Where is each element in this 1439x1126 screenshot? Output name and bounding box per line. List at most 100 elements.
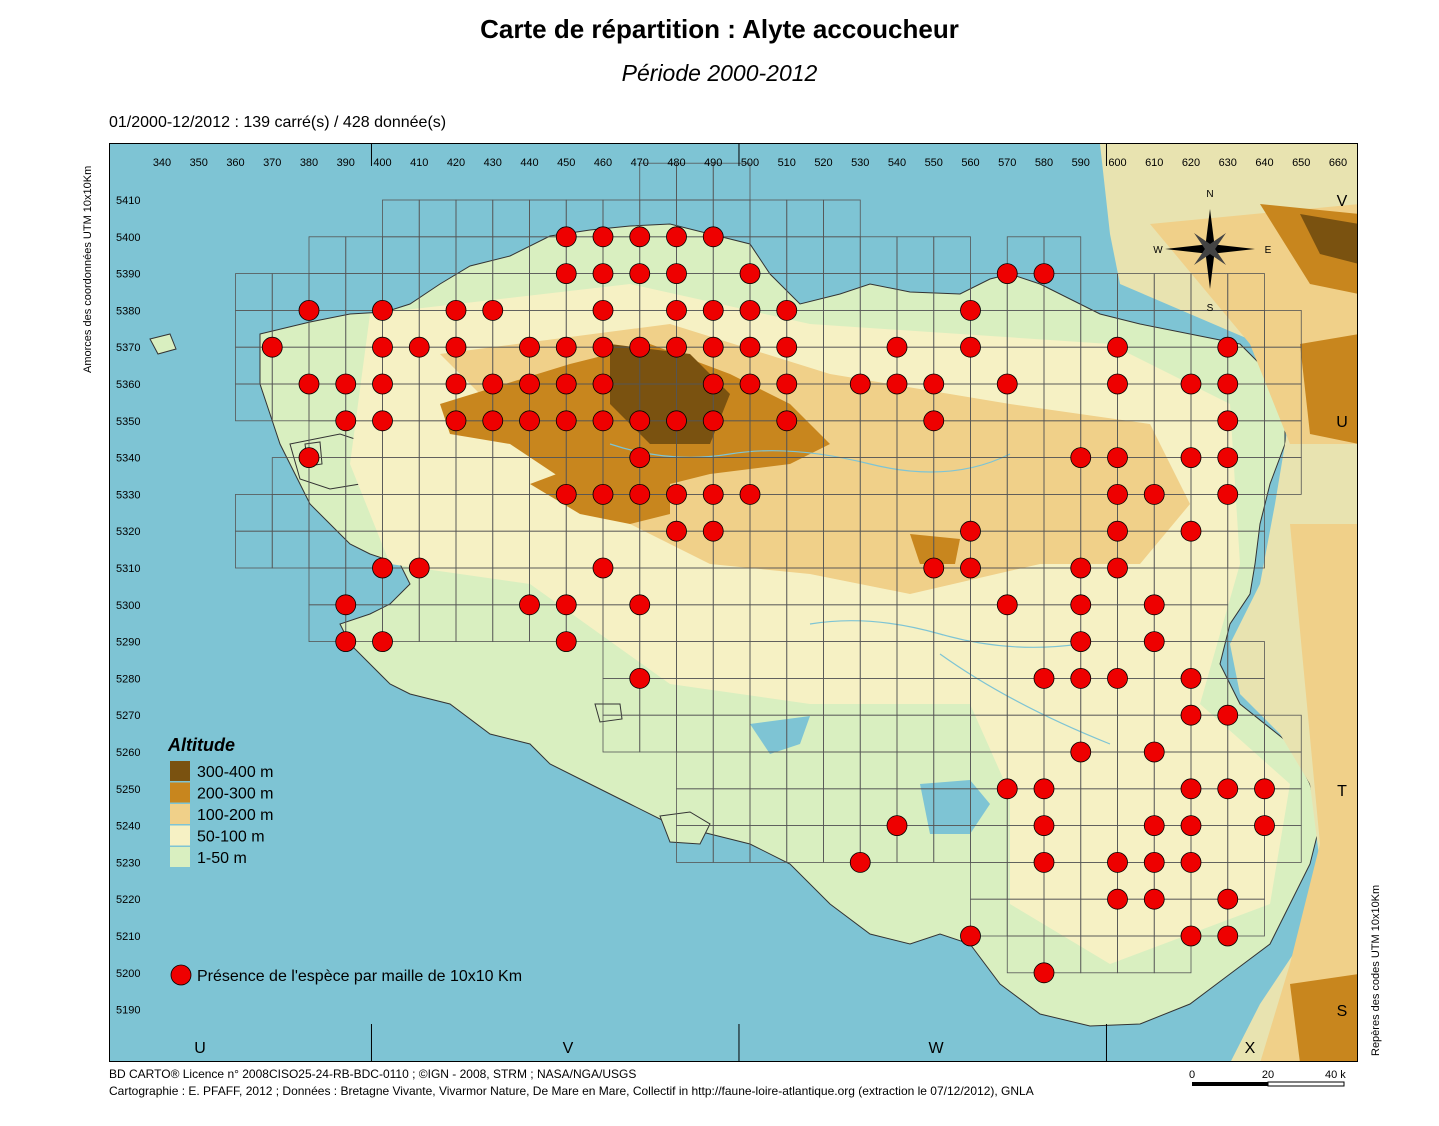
presence-dot [1033,668,1055,689]
x-tick-label: 560 [961,157,979,169]
grid-cell [786,236,824,275]
x-tick-label: 360 [226,157,244,169]
presence-dot [1070,631,1092,653]
compass-w-label: W [1153,245,1163,256]
x-tick-label: 500 [741,157,759,169]
scale-label-20: 20 [1262,1069,1274,1081]
presence-dot [519,594,540,616]
zone-letter-bottom: U [194,1040,206,1057]
grid-cell [271,530,310,569]
presence-dots [261,226,1275,984]
presence-dot [1107,447,1128,469]
presence-dot [555,226,577,248]
scale-segment-white [1267,1081,1345,1087]
presence-dot [555,594,577,616]
presence-dot [592,373,614,395]
zone-letter-bottom: V [563,1040,574,1057]
presence-dot [298,447,320,469]
presence-dot [482,410,504,432]
presence-dot [1033,852,1055,873]
credits-line-2: Cartographie : E. PFAFF, 2012 ; Données … [109,1084,1034,1098]
grid-cell [786,199,824,238]
presence-dot [702,226,724,248]
zone-letter-bottom: X [1245,1040,1256,1057]
y-tick-label: 5250 [116,784,140,796]
presence-dot [1033,263,1055,285]
grid-cell [1080,273,1118,311]
presence-dot [996,594,1018,616]
presence-dot [960,299,981,321]
presence-dot [1217,888,1239,910]
zone-letter-right: V [1337,193,1348,210]
grid-cell [455,199,494,238]
presence-dot [445,299,467,321]
grid-cell [308,530,347,569]
x-tick-label: 540 [888,157,906,169]
x-tick-label: 530 [851,157,869,169]
presence-dot [445,410,467,432]
x-tick-label: 440 [520,157,538,169]
presence-dot [629,336,651,358]
presence-dot [776,299,798,321]
presence-dot [1143,483,1165,505]
presence-dot [776,410,798,432]
presence-dot [1254,815,1275,836]
grid-cell [235,530,273,569]
x-tick-label: 490 [704,157,722,169]
x-tick-label: 410 [410,157,428,169]
presence-dot [1107,483,1128,505]
presence-dot [408,557,430,579]
grid-cell [382,199,420,238]
compass-e-label: E [1265,245,1272,256]
presence-dot [592,336,614,358]
presence-dot [298,299,320,321]
presence-dot [1070,557,1092,579]
presence-dot [996,263,1018,285]
presence-dot [592,299,614,321]
presence-dot [1107,888,1128,910]
presence-dot [592,226,614,248]
y-tick-label: 5350 [116,416,140,428]
y-tick-label: 5190 [116,1005,140,1017]
legend-presence-label: Présence de l'espèce par maille de 10x10… [197,968,522,985]
y-tick-label: 5200 [116,968,140,980]
credits-line-1: BD CARTO® Licence n° 2008CISO25-24-RB-BD… [109,1067,637,1081]
presence-dot [555,410,577,432]
presence-dot [666,410,687,432]
presence-dot [960,336,981,358]
presence-dot [1143,888,1165,910]
presence-dot [1180,704,1202,726]
presence-dot [555,373,577,395]
x-tick-label: 520 [814,157,832,169]
presence-dot [1180,778,1202,800]
presence-dot [629,226,651,248]
presence-dot [666,263,687,285]
water-bodies [750,716,990,834]
presence-dot [666,336,687,358]
presence-dot [1217,483,1239,505]
presence-dot [996,778,1018,800]
presence-dot [1217,925,1239,947]
presence-dot [592,410,614,432]
zone-letter-bottom: W [928,1040,944,1057]
presence-dot [1217,373,1239,395]
presence-dot [1070,741,1092,763]
presence-dot [1217,336,1239,358]
presence-dot [849,852,871,873]
y-tick-label: 5280 [116,673,140,685]
x-tick-label: 340 [153,157,171,169]
x-tick-label: 390 [337,157,355,169]
presence-dot [555,336,577,358]
presence-dot [555,631,577,653]
presence-dot [739,263,761,285]
y-tick-label: 5270 [116,710,140,722]
x-tick-label: 380 [300,157,318,169]
y-tick-label: 5290 [116,637,140,649]
utm-grid [235,162,1302,974]
presence-dot [1180,852,1202,873]
legend-class-label: 100-200 m [197,807,274,824]
legend-swatch [170,804,190,824]
grid-cell [308,236,347,275]
presence-dot [592,483,614,505]
grid-cell [1227,530,1265,569]
